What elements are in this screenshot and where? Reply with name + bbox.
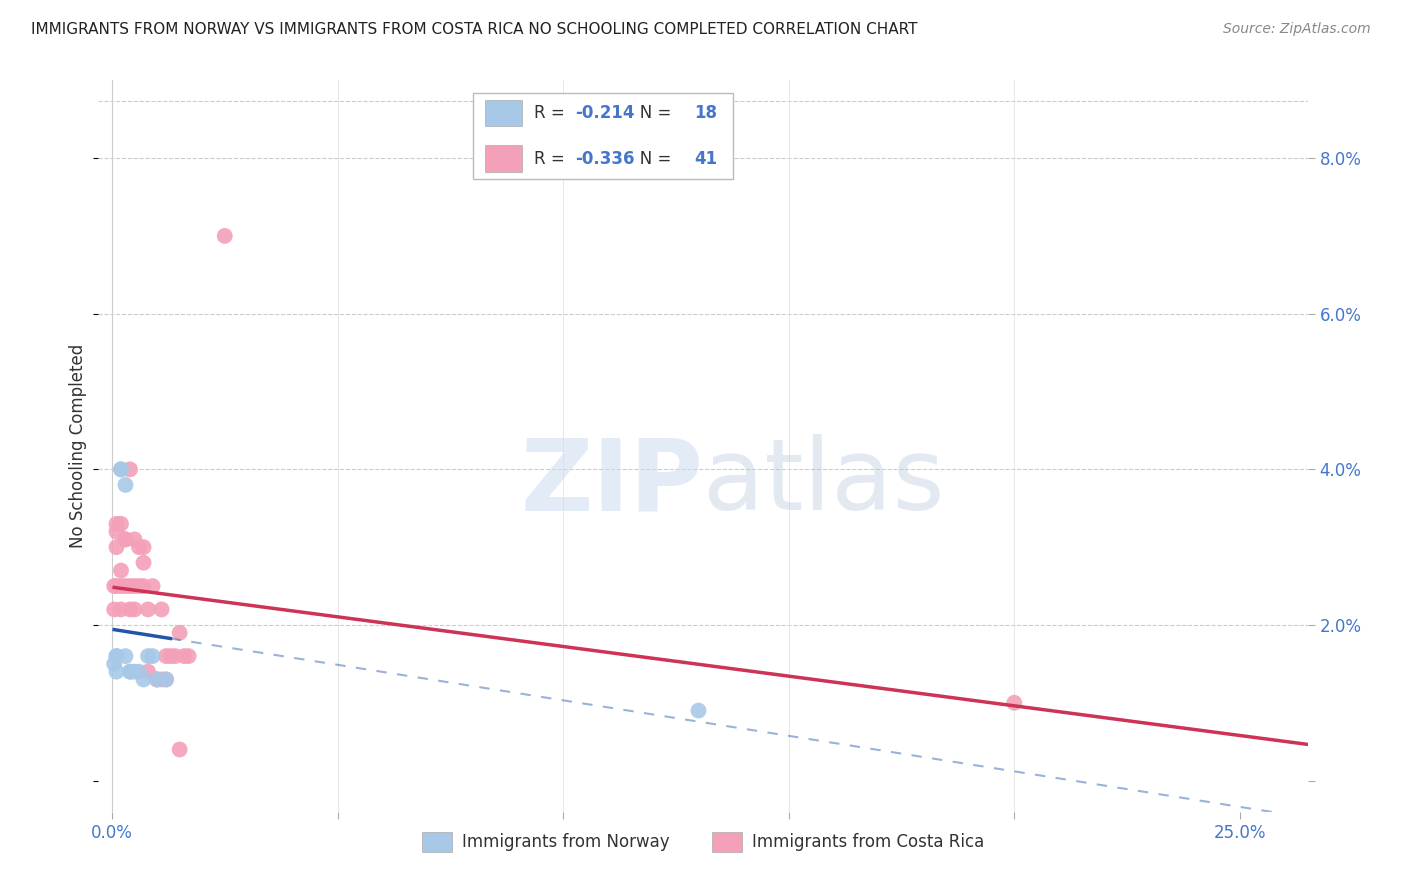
Point (118, 665, 141, 679)
Point (132, 579, 155, 593)
Point (155, 673, 177, 687)
Point (105, 649, 128, 664)
Point (118, 462, 141, 476)
Point (1002, 696, 1025, 710)
Point (118, 602, 141, 616)
Text: 18: 18 (695, 104, 717, 122)
Text: ZIP: ZIP (520, 434, 703, 531)
Point (150, 673, 173, 687)
Point (103, 579, 125, 593)
Text: R =: R = (534, 104, 569, 122)
Point (114, 579, 136, 593)
Point (105, 649, 128, 664)
Point (105, 665, 128, 679)
Bar (485, 145, 522, 171)
Point (146, 673, 169, 687)
Point (103, 602, 125, 616)
Text: 41: 41 (695, 150, 717, 168)
Point (136, 602, 159, 616)
Point (118, 665, 141, 679)
Point (114, 533, 136, 547)
Point (105, 524, 128, 539)
Point (114, 478, 136, 492)
Text: atlas: atlas (703, 434, 945, 531)
Point (114, 533, 136, 547)
Point (169, 625, 191, 640)
Point (118, 579, 141, 593)
Point (128, 665, 150, 679)
Point (132, 673, 155, 687)
Point (124, 533, 146, 547)
Point (136, 665, 159, 679)
Point (155, 649, 177, 664)
Legend: Immigrants from Norway, Immigrants from Costa Rica: Immigrants from Norway, Immigrants from … (416, 826, 990, 858)
Point (105, 516, 128, 531)
Point (110, 564, 132, 578)
Point (142, 579, 165, 593)
Point (169, 742, 191, 756)
Point (214, 228, 236, 243)
Point (150, 602, 173, 616)
Point (132, 540, 155, 554)
Point (136, 649, 159, 664)
Point (124, 665, 146, 679)
Point (688, 704, 710, 718)
Point (110, 579, 132, 593)
Point (146, 673, 169, 687)
Point (110, 462, 132, 476)
Point (110, 602, 132, 616)
Point (128, 579, 150, 593)
Point (105, 540, 128, 554)
Point (114, 649, 136, 664)
Point (155, 673, 177, 687)
Text: N =: N = (624, 104, 678, 122)
Point (128, 540, 150, 554)
Text: -0.336: -0.336 (575, 150, 634, 168)
Point (173, 649, 195, 664)
Point (159, 649, 181, 664)
Text: -0.214: -0.214 (575, 104, 634, 122)
Point (142, 649, 165, 664)
Text: R =: R = (534, 150, 569, 168)
Point (124, 579, 146, 593)
Text: N =: N = (624, 150, 678, 168)
Point (146, 673, 169, 687)
FancyBboxPatch shape (474, 93, 734, 179)
Point (103, 657, 125, 671)
Y-axis label: No Schooling Completed: No Schooling Completed (69, 344, 87, 548)
Point (105, 579, 128, 593)
Point (124, 602, 146, 616)
Point (165, 649, 187, 664)
Point (110, 516, 132, 531)
Point (177, 649, 200, 664)
Point (132, 556, 155, 570)
Text: IMMIGRANTS FROM NORWAY VS IMMIGRANTS FROM COSTA RICA NO SCHOOLING COMPLETED CORR: IMMIGRANTS FROM NORWAY VS IMMIGRANTS FRO… (31, 22, 918, 37)
Bar (485, 100, 522, 127)
Text: Source: ZipAtlas.com: Source: ZipAtlas.com (1223, 22, 1371, 37)
Point (110, 462, 132, 476)
